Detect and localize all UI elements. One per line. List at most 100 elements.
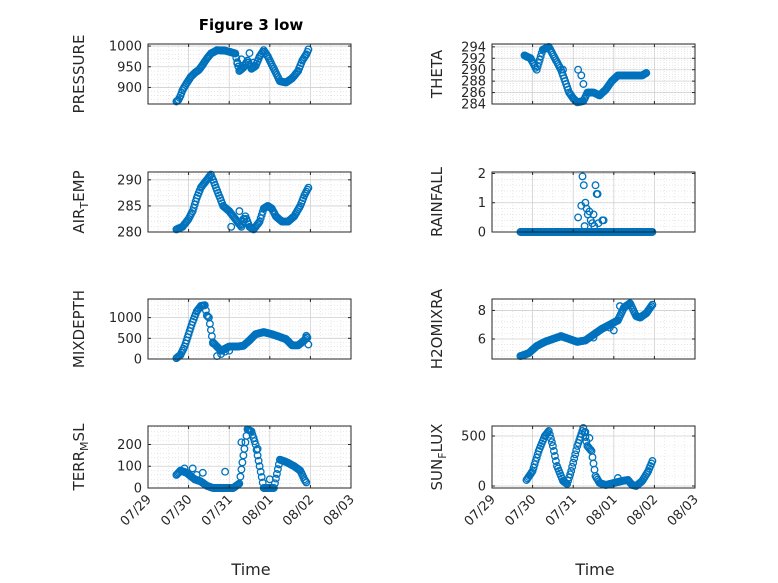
data-point (198, 468, 207, 477)
data-point (579, 80, 588, 88)
panel-sun_flux: 07/29 07/30 07/31 08/01 08/02 08/03 0 500 SUNFLU… (428, 424, 702, 530)
axes-box (491, 298, 696, 360)
data-point (585, 434, 594, 442)
data-point (202, 311, 211, 320)
data-point (590, 465, 599, 474)
y-tick-label: 100 (117, 460, 142, 475)
data-point (180, 464, 189, 473)
data-point (203, 312, 212, 321)
y-tick-label: 900 (117, 81, 142, 96)
data-point (221, 347, 230, 356)
data-point (302, 331, 311, 340)
data-point (581, 428, 590, 436)
data-point (647, 302, 656, 311)
data-point (559, 65, 567, 74)
data-point (599, 216, 608, 225)
data-point (237, 465, 246, 474)
data-point (255, 462, 264, 471)
data-point (254, 218, 263, 227)
axes-box (147, 171, 352, 233)
y-tick-label: 290 (117, 173, 142, 188)
y-axis-label: MIXDEPTH (70, 290, 88, 368)
data-point (239, 451, 248, 460)
x-tick-label: 08/02 (280, 492, 317, 529)
y-axis-label: RAINFALL (428, 166, 446, 237)
data-point (543, 428, 552, 437)
y-tick-label: 6 (478, 333, 486, 348)
panel-terr_msl: 07/29 07/30 07/31 08/01 08/02 08/03 0 100 200 TER… (70, 423, 358, 529)
data-point (257, 473, 266, 482)
data-point (567, 467, 576, 475)
figure-title: Figure 3 low (199, 16, 304, 34)
axes-box (491, 425, 696, 489)
data-point (227, 222, 236, 231)
x-tick-label: 07/29 (462, 492, 499, 529)
data-point (249, 434, 258, 442)
data-point (237, 55, 246, 64)
data-point (265, 475, 274, 484)
data-point (209, 339, 217, 348)
y-axis-label: AIRTEMP (70, 170, 91, 233)
y-tick-label: 1 (478, 196, 486, 211)
xlabel-right: Time (574, 560, 614, 579)
xlabel-left: Time (230, 560, 270, 579)
data-point (531, 457, 540, 465)
panel-rainfall: 0 1 2 RAINFALL (428, 166, 696, 241)
data-point (609, 326, 618, 335)
x-tick-label: 07/31 (543, 492, 580, 529)
data-point (615, 302, 624, 311)
y-tick-label: 1000 (109, 40, 142, 55)
panel-mixdepth: 0 500 1000 MIXDEPTH (70, 290, 352, 368)
x-tick-label: 08/03 (665, 492, 702, 529)
data-point (571, 450, 580, 459)
panel-pressure: 900 950 1000 PRESSURE (70, 35, 352, 114)
data-point (591, 181, 600, 190)
data-point (589, 333, 598, 342)
axes-box (147, 425, 352, 489)
data-point (586, 445, 595, 454)
data-point (304, 183, 313, 192)
y-tick-label: 0 (134, 482, 142, 497)
data-point (648, 300, 657, 309)
y-tick-label: 0 (478, 480, 486, 495)
y-tick-label: 290 (461, 63, 486, 78)
data-point (547, 438, 556, 447)
y-axis-label: H2OMIXRA (428, 288, 446, 369)
data-point (613, 474, 622, 482)
panel-h2omixra: 6 8 H2OMIXRA (428, 288, 696, 369)
data-point (254, 456, 263, 465)
data-point (569, 458, 578, 467)
axes-box (147, 298, 352, 360)
y-tick-label: 0 (134, 353, 142, 368)
y-tick-label: 1000 (109, 311, 142, 326)
y-axis-label: THETA (428, 49, 446, 99)
data-point (566, 470, 575, 479)
data-point (581, 433, 590, 441)
data-point (578, 172, 587, 181)
y-axis-label: PRESSURE (70, 35, 88, 114)
y-tick-label: 284 (461, 98, 486, 113)
data-point (536, 52, 545, 61)
data-point (648, 457, 657, 465)
data-point (580, 222, 589, 231)
x-tick-label: 08/02 (624, 492, 661, 529)
axes-box (147, 43, 352, 105)
data-point (232, 53, 241, 62)
data-point (301, 476, 310, 485)
y-tick-label: 2 (478, 167, 486, 182)
data-point (577, 71, 586, 80)
axes-box (491, 171, 696, 233)
panel-air_temp: 280 285 290 AIRTEMP (70, 170, 352, 241)
data-point (546, 434, 555, 443)
x-tick-label: 08/01 (240, 492, 277, 529)
data-point (590, 222, 599, 231)
data-point (188, 464, 197, 473)
data-point (217, 350, 226, 358)
data-point (225, 346, 234, 355)
x-tick-label: 08/03 (321, 492, 358, 529)
data-point (574, 213, 583, 222)
data-point (272, 469, 281, 478)
data-point (270, 479, 279, 488)
data-point (574, 65, 583, 74)
